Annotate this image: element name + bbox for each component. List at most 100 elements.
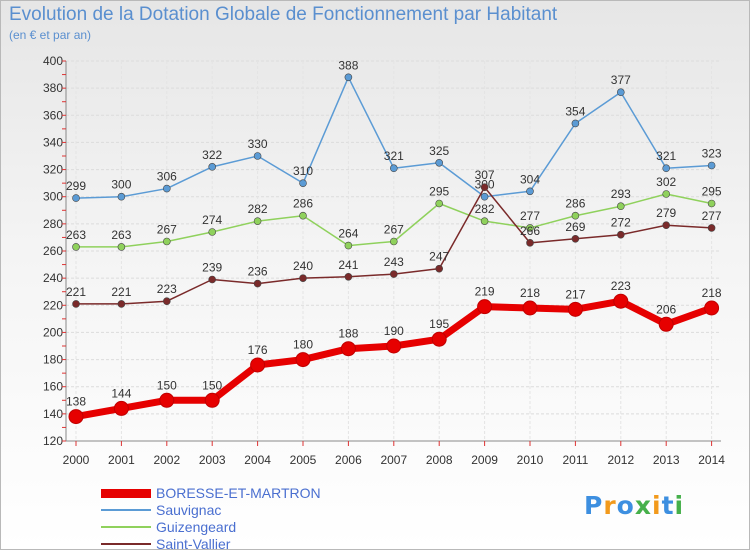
- data-label-1: 354: [565, 104, 585, 118]
- data-label-0: 195: [429, 317, 449, 331]
- x-tick-label: 2013: [653, 453, 680, 467]
- data-point-1: [344, 73, 353, 82]
- data-label-1: 321: [656, 149, 676, 163]
- data-point-2: [480, 217, 489, 225]
- data-label-3: 279: [656, 206, 676, 220]
- data-label-2: 264: [338, 227, 358, 241]
- data-label-1: 325: [429, 144, 449, 158]
- data-label-2: 263: [66, 228, 86, 242]
- data-point-2: [299, 211, 307, 220]
- data-point-1: [117, 192, 126, 201]
- data-point-1: [253, 152, 262, 160]
- x-tick-label: 2012: [607, 453, 634, 467]
- data-point-1: [389, 164, 398, 173]
- proxiti-logo: Proxiti: [584, 491, 685, 520]
- data-point-0: [613, 293, 629, 309]
- data-point-1: [72, 194, 80, 202]
- y-tick-label: 360: [43, 108, 63, 122]
- legend-label-guizengeard: Guizengeard: [156, 519, 237, 535]
- data-label-1: 304: [520, 172, 540, 186]
- chart-subtitle: (en € et par an): [9, 28, 92, 42]
- data-point-3: [526, 239, 534, 247]
- chart-title: Evolution de la Dotation Globale de Fonc…: [9, 4, 558, 25]
- data-label-2: 263: [111, 228, 131, 242]
- data-label-0: 223: [611, 279, 631, 293]
- data-point-0: [477, 299, 493, 315]
- x-tick-label: 2000: [63, 453, 90, 467]
- data-label-3: 236: [248, 265, 268, 279]
- y-tick-label: 300: [43, 190, 63, 204]
- data-label-0: 218: [702, 286, 722, 300]
- y-tick-label: 400: [43, 54, 63, 68]
- data-label-3: 239: [202, 261, 222, 275]
- y-tick-label: 260: [43, 244, 63, 258]
- data-point-1: [299, 179, 307, 187]
- x-tick-label: 2008: [426, 453, 453, 467]
- data-point-2: [616, 202, 625, 211]
- data-point-0: [522, 300, 538, 316]
- y-tick-label: 340: [43, 135, 63, 149]
- data-label-1: 300: [111, 178, 131, 192]
- legend-label-boresse: BORESSE-ET-MARTRON: [156, 485, 321, 501]
- data-label-0: 217: [565, 287, 585, 301]
- data-point-3: [117, 300, 126, 308]
- data-point-2: [253, 217, 262, 225]
- data-label-1: 330: [248, 137, 268, 151]
- data-point-0: [431, 331, 447, 347]
- y-tick-label: 240: [43, 271, 63, 285]
- data-point-1: [707, 161, 716, 170]
- data-point-1: [480, 192, 489, 201]
- data-label-3: 247: [429, 250, 449, 264]
- data-label-3: 277: [702, 209, 722, 223]
- y-tick-label: 280: [43, 217, 63, 231]
- data-label-3: 223: [157, 282, 177, 296]
- data-point-1: [163, 184, 171, 193]
- data-point-3: [389, 270, 398, 278]
- data-label-0: 180: [293, 338, 313, 352]
- data-label-1: 321: [384, 149, 404, 163]
- data-label-1: 377: [611, 73, 631, 87]
- data-point-0: [658, 316, 674, 332]
- data-point-0: [68, 409, 84, 425]
- legend-swatch-guizengeard: [101, 526, 151, 528]
- data-point-3: [253, 279, 262, 288]
- data-label-2: 267: [157, 223, 177, 237]
- data-point-1: [571, 119, 580, 128]
- data-label-2: 293: [611, 187, 631, 201]
- data-point-1: [435, 158, 444, 167]
- data-point-3: [163, 297, 171, 306]
- x-tick-label: 2007: [380, 453, 407, 467]
- data-label-2: 295: [702, 185, 722, 199]
- x-tick-label: 2002: [153, 453, 180, 467]
- data-label-3: 241: [338, 258, 358, 272]
- x-tick-label: 2011: [562, 453, 588, 467]
- data-point-1: [616, 88, 625, 97]
- legend-label-sauvignac: Sauvignac: [156, 502, 222, 518]
- data-point-2: [707, 199, 716, 208]
- data-label-2: 286: [293, 197, 313, 211]
- data-label-0: 190: [384, 324, 404, 338]
- data-point-1: [208, 163, 216, 171]
- x-tick-label: 2014: [698, 453, 725, 467]
- data-point-3: [480, 183, 489, 192]
- data-point-0: [250, 357, 266, 373]
- legend-swatch-saint-vallier: [101, 543, 151, 545]
- data-point-3: [72, 300, 80, 308]
- y-tick-label: 220: [43, 298, 63, 312]
- data-label-1: 306: [157, 170, 177, 184]
- x-tick-label: 2003: [199, 453, 226, 467]
- data-point-0: [159, 392, 175, 408]
- data-point-3: [435, 264, 444, 273]
- data-label-3: 266: [520, 224, 540, 238]
- data-label-3: 307: [475, 168, 495, 182]
- data-label-0: 138: [66, 395, 86, 409]
- data-point-0: [386, 338, 402, 354]
- data-point-3: [208, 275, 216, 284]
- data-label-0: 188: [338, 327, 358, 341]
- data-label-2: 267: [384, 223, 404, 237]
- data-label-0: 219: [475, 285, 495, 299]
- data-point-1: [662, 164, 671, 173]
- data-point-3: [662, 221, 671, 230]
- data-label-1: 388: [338, 58, 358, 72]
- x-tick-label: 2010: [517, 453, 544, 467]
